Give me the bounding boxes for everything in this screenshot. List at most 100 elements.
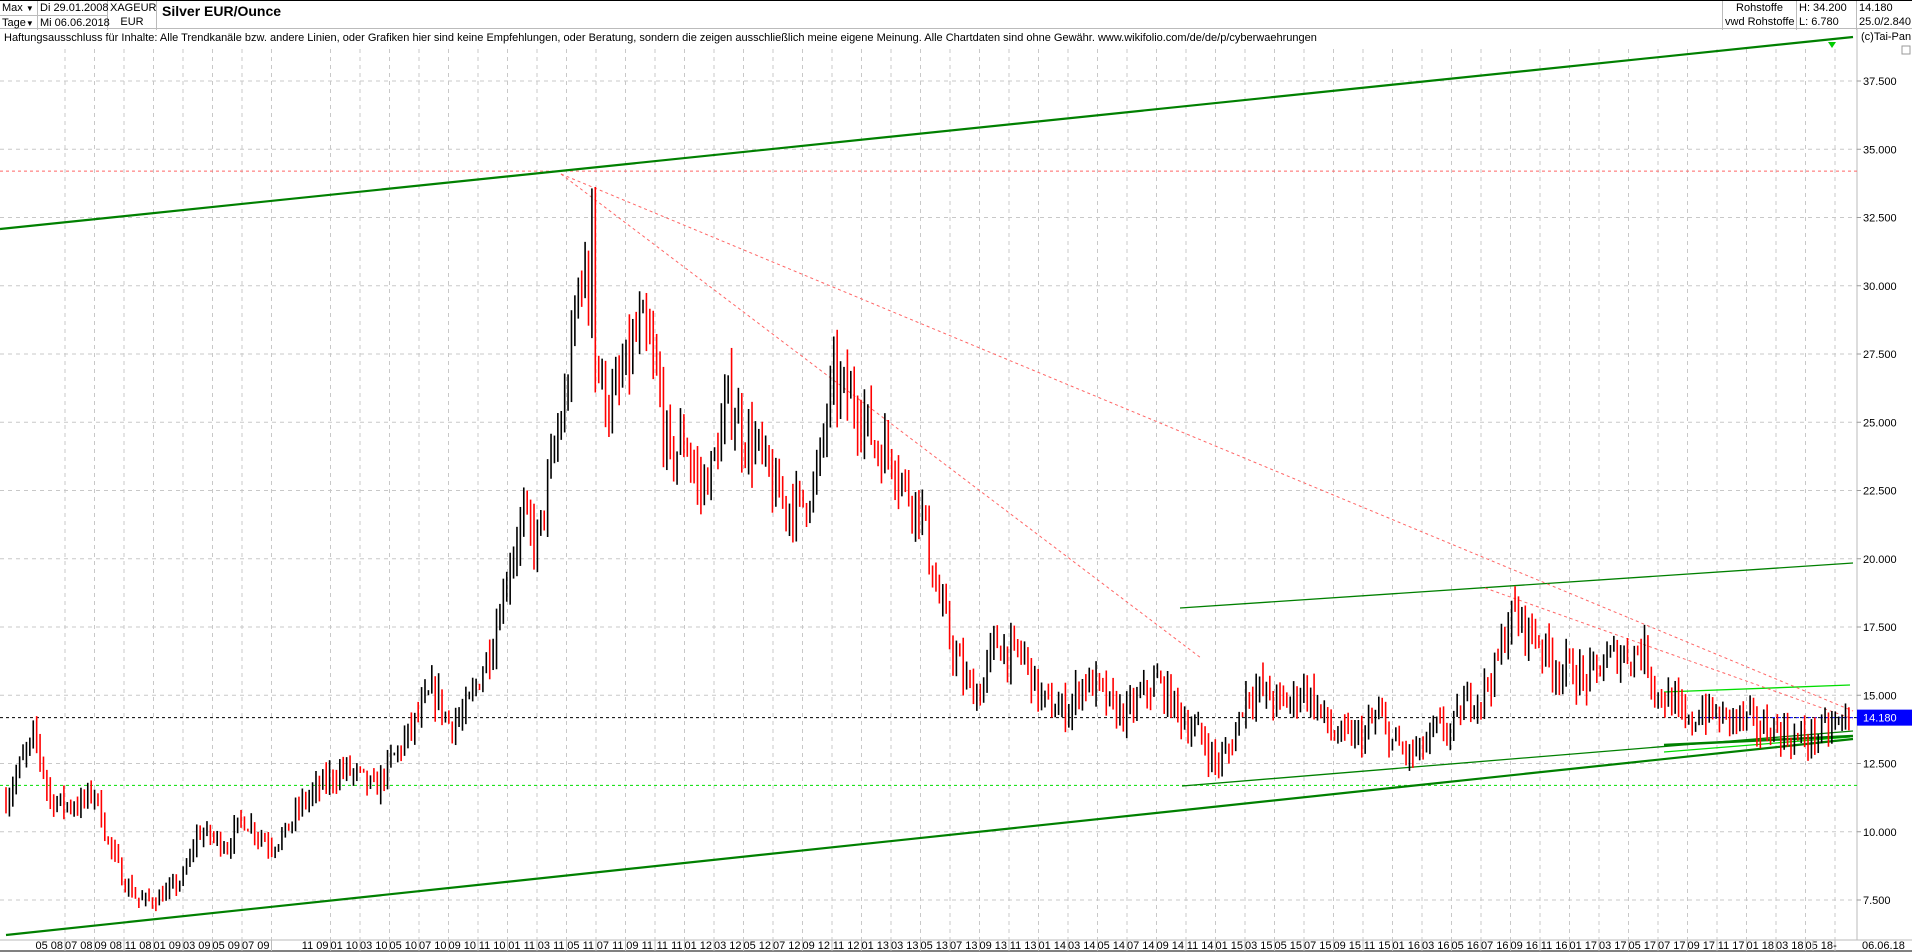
x-tick-label: 07 12: [773, 940, 801, 952]
y-tick-label: 25.000: [1863, 417, 1897, 429]
y-tick-label: 10.000: [1863, 827, 1897, 839]
y-tick-label: 20.000: [1863, 554, 1897, 566]
start-date[interactable]: Di 29.01.2008: [38, 1, 109, 16]
x-tick-label: 07 16: [1481, 940, 1509, 952]
last-price-box: [1857, 709, 1912, 726]
x-tick-label: 11 14: [1187, 940, 1214, 952]
x-tick-label: 07 09: [242, 940, 270, 952]
x-tick-label: 09 12: [802, 940, 830, 952]
x-tick-label: 01 11: [508, 940, 535, 952]
x-tick-label: 05 09: [212, 940, 240, 952]
trend-line: [5, 737, 1854, 937]
y-tick-label: 35.000: [1863, 144, 1897, 156]
source-box: Rohstoffe vwd Rohstoffe: [1722, 1, 1797, 30]
last-box: 14.180 25.0/2.840: [1857, 1, 1912, 30]
x-tick-label: 09 11: [626, 940, 653, 952]
y-tick-label: 22.500: [1863, 486, 1897, 498]
x-tick-label: 03 10: [360, 940, 388, 952]
header-bar: Max ▼ Tage▼ Di 29.01.2008 Mi 06.06.2018 …: [0, 0, 1912, 30]
chevron-down-icon: ▼: [25, 4, 34, 13]
x-tick-label: 11 12: [833, 940, 860, 952]
x-tick-label: 07 10: [419, 940, 447, 952]
last-value: 14.180: [1859, 2, 1893, 14]
x-tick-label: 07 08: [65, 940, 93, 952]
trend-line: [1663, 684, 1851, 693]
end-date[interactable]: Mi 06.06.2018: [40, 16, 110, 30]
x-tick-label: 01 12: [684, 940, 712, 952]
x-tick-label: 05 14: [1097, 940, 1125, 952]
x-tick-label: 01 09: [153, 940, 181, 952]
x-tick-label: 03 12: [714, 940, 742, 952]
x-tick-label: 11 13: [1010, 940, 1037, 952]
y-tick-label: 32.500: [1863, 213, 1897, 225]
x-tick-label: 03 09: [183, 940, 211, 952]
high-low-box: H: 34.200 L: 6.780: [1797, 1, 1857, 30]
x-tick-label: 01 13: [861, 940, 889, 952]
x-tick-label: 03 16: [1422, 940, 1450, 952]
high-value: H: 34.200: [1799, 2, 1847, 14]
source: vwd Rohstoffe: [1725, 16, 1795, 28]
collapse-icon[interactable]: [1901, 45, 1911, 55]
x-tick-label: 01 14: [1038, 940, 1066, 952]
y-tick-label: 15.000: [1863, 690, 1897, 702]
interval-value: Tage: [2, 17, 26, 29]
x-tick-label: 07 11: [597, 940, 624, 952]
period-dropdown[interactable]: Max ▼: [0, 1, 38, 16]
y-tick-label: 7.500: [1863, 895, 1891, 907]
trend-line: [1181, 730, 1854, 787]
interval-dropdown[interactable]: Tage▼: [0, 16, 38, 30]
x-tick-label: 07 14: [1127, 940, 1155, 952]
x-tick-label: 01 18: [1746, 940, 1774, 952]
chart-title: Silver EUR/Ounce: [162, 3, 282, 19]
x-tick-label: 05 11: [567, 940, 594, 952]
resistance-line: [560, 173, 1202, 659]
currency: EUR: [120, 16, 144, 28]
x-tick-label: 01 10: [330, 940, 358, 952]
x-tick-label: 03 17: [1599, 940, 1627, 952]
trend-line: [0, 35, 1854, 231]
x-tick-label: 09 08: [94, 940, 122, 952]
y-tick-label: 30.000: [1863, 281, 1897, 293]
y-tick-label: 12.500: [1863, 759, 1897, 771]
x-tick-label: 05 16: [1451, 940, 1479, 952]
x-tick-label: 05 13: [920, 940, 948, 952]
trend-line: [1663, 734, 1854, 747]
x-tick-label: 05 10: [389, 940, 417, 952]
x-tick-label: 05 08: [35, 940, 63, 952]
x-tick-label: 05 12: [743, 940, 771, 952]
marker-triangle-icon: [1828, 42, 1836, 48]
y-tick-label: 27.500: [1863, 349, 1897, 361]
x-tick-label: 09 17: [1687, 940, 1715, 952]
x-tick-label: 07 17: [1658, 940, 1686, 952]
x-tick-label: 11 10: [479, 940, 506, 952]
x-end-label: 06.06.18: [1862, 940, 1905, 952]
x-tick-label: 11 08: [125, 940, 152, 952]
disclaimer: Haftungsausschluss für Inhalte: Alle Tre…: [4, 32, 1317, 44]
x-tick-label: 01 15: [1215, 940, 1243, 952]
x-tick-label: 09 16: [1510, 940, 1538, 952]
x-separator: -: [1833, 940, 1837, 952]
x-tick-label: 11 17: [1718, 940, 1745, 952]
x-tick-label: 01 17: [1569, 940, 1597, 952]
x-tick-label: 07 13: [950, 940, 978, 952]
resistance-line: [560, 173, 1854, 712]
x-tick-label: 09 15: [1333, 940, 1361, 952]
x-tick-label: 11 11: [657, 940, 683, 952]
x-tick-label: 11 09: [302, 940, 329, 952]
y-tick-label: 17.500: [1863, 622, 1897, 634]
x-tick-label: 09 14: [1156, 940, 1184, 952]
x-tick-label: 11 15: [1364, 940, 1391, 952]
ratio-value: 25.0/2.840: [1859, 16, 1911, 28]
x-tick-label: 01 16: [1392, 940, 1420, 952]
x-tick-label: 03 14: [1068, 940, 1096, 952]
x-tick-label: 09 10: [448, 940, 476, 952]
x-tick-label: 09 13: [979, 940, 1007, 952]
x-tick-label: 03 18: [1776, 940, 1804, 952]
x-tick-label: 03 13: [891, 940, 919, 952]
x-tick-label: 03 11: [538, 940, 565, 952]
x-tick-label: 03 15: [1245, 940, 1273, 952]
x-tick-label: 05 18: [1805, 940, 1833, 952]
trend-line: [1179, 562, 1854, 609]
last-price-label: 14.180: [1863, 713, 1897, 725]
